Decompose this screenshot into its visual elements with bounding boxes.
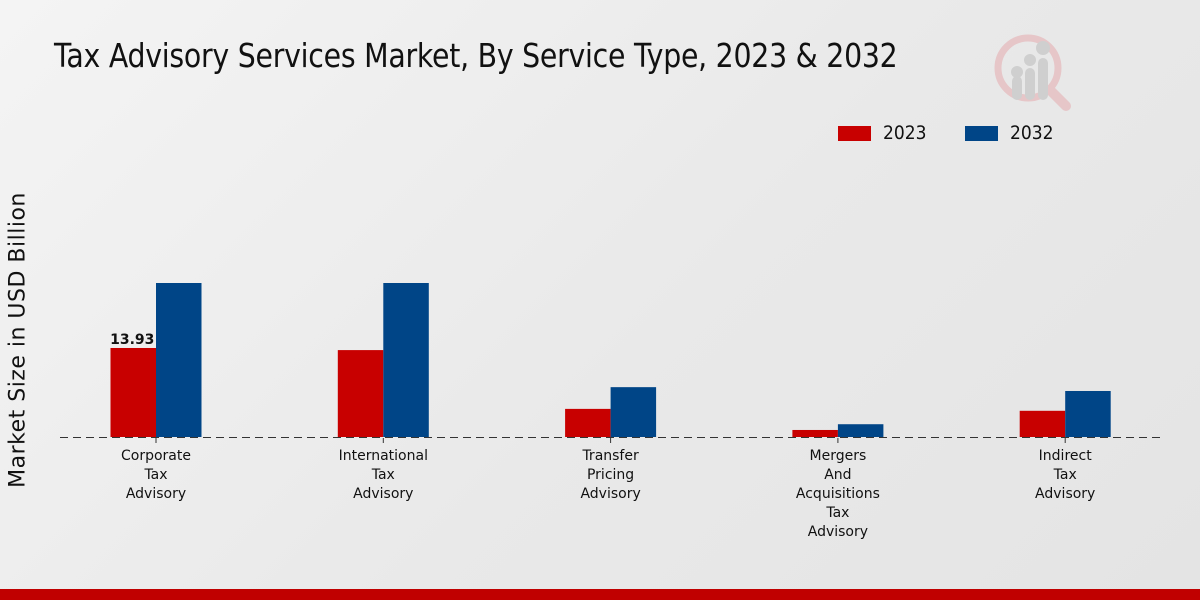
x-tick-label-line: Mergers — [810, 448, 867, 464]
data-label-2023-0: 13.93 — [110, 332, 154, 348]
legend: 2023 2032 — [838, 122, 1093, 144]
legend-label-2023: 2023 — [883, 122, 927, 144]
x-labels-layer: Corporate Tax Advisory International Tax Advi… — [121, 448, 1095, 540]
x-tick-label-line: Acquisitions — [796, 486, 880, 502]
bar-2023-4[interactable] — [1019, 410, 1066, 437]
legend-item-2023[interactable]: 2023 — [838, 122, 931, 144]
x-tick-label-line: Advisory — [126, 486, 186, 502]
bar-2032-0[interactable] — [156, 283, 202, 437]
bar-2023-0[interactable] — [110, 347, 157, 437]
x-tick-label-1: International Tax Advisory — [339, 448, 428, 502]
bar-2023-2[interactable] — [565, 408, 611, 437]
x-tick-label-4: Indirect Tax Advisory — [1035, 448, 1095, 502]
chart-title: Tax Advisory Services Market, By Service… — [54, 36, 898, 75]
bar-2032-4[interactable] — [1065, 390, 1111, 437]
legend-item-2032[interactable]: 2032 — [965, 122, 1058, 144]
brand-logo-icon — [994, 34, 1071, 111]
legend-swatch-2032 — [965, 125, 999, 141]
x-tick-label-line: Tax — [825, 505, 849, 521]
legend-label-2032: 2032 — [1010, 122, 1054, 144]
x-tick-label-line: Advisory — [353, 486, 413, 502]
bar-2023-3[interactable] — [792, 429, 838, 437]
data-labels-layer: 13.93 — [110, 332, 154, 348]
x-tick-label-0: Corporate Tax Advisory — [121, 448, 191, 502]
bar-2023-1[interactable] — [337, 350, 384, 437]
legend-swatch-2023 — [838, 125, 871, 141]
bar-2032-2[interactable] — [610, 387, 657, 437]
x-tick-label-line: Advisory — [808, 524, 868, 540]
x-tick-label-line: Pricing — [587, 467, 634, 483]
x-tick-label-line: Tax — [1053, 467, 1077, 483]
x-tick-label-line: Tax — [143, 467, 167, 483]
bar-2032-3[interactable] — [837, 424, 884, 437]
x-tick-label-3: Mergers And Acquisitions Tax Advisory — [796, 448, 880, 540]
x-tick-label-line: Transfer — [581, 448, 639, 464]
x-tick-label-line: Tax — [371, 467, 395, 483]
x-tick-label-line: Indirect — [1039, 448, 1093, 464]
x-ticks-layer — [155, 438, 1066, 443]
x-tick-label-line: Advisory — [580, 486, 640, 502]
bar-2032-1[interactable] — [383, 283, 429, 437]
x-tick-label-line: Corporate — [121, 448, 191, 464]
x-tick-label-line: Advisory — [1035, 486, 1095, 502]
bars-layer — [110, 283, 1111, 437]
x-tick-label-2: Transfer Pricing Advisory — [580, 448, 640, 502]
footer-accent-band — [0, 589, 1200, 600]
x-tick-label-line: International — [339, 448, 428, 464]
x-tick-label-line: And — [824, 467, 851, 483]
